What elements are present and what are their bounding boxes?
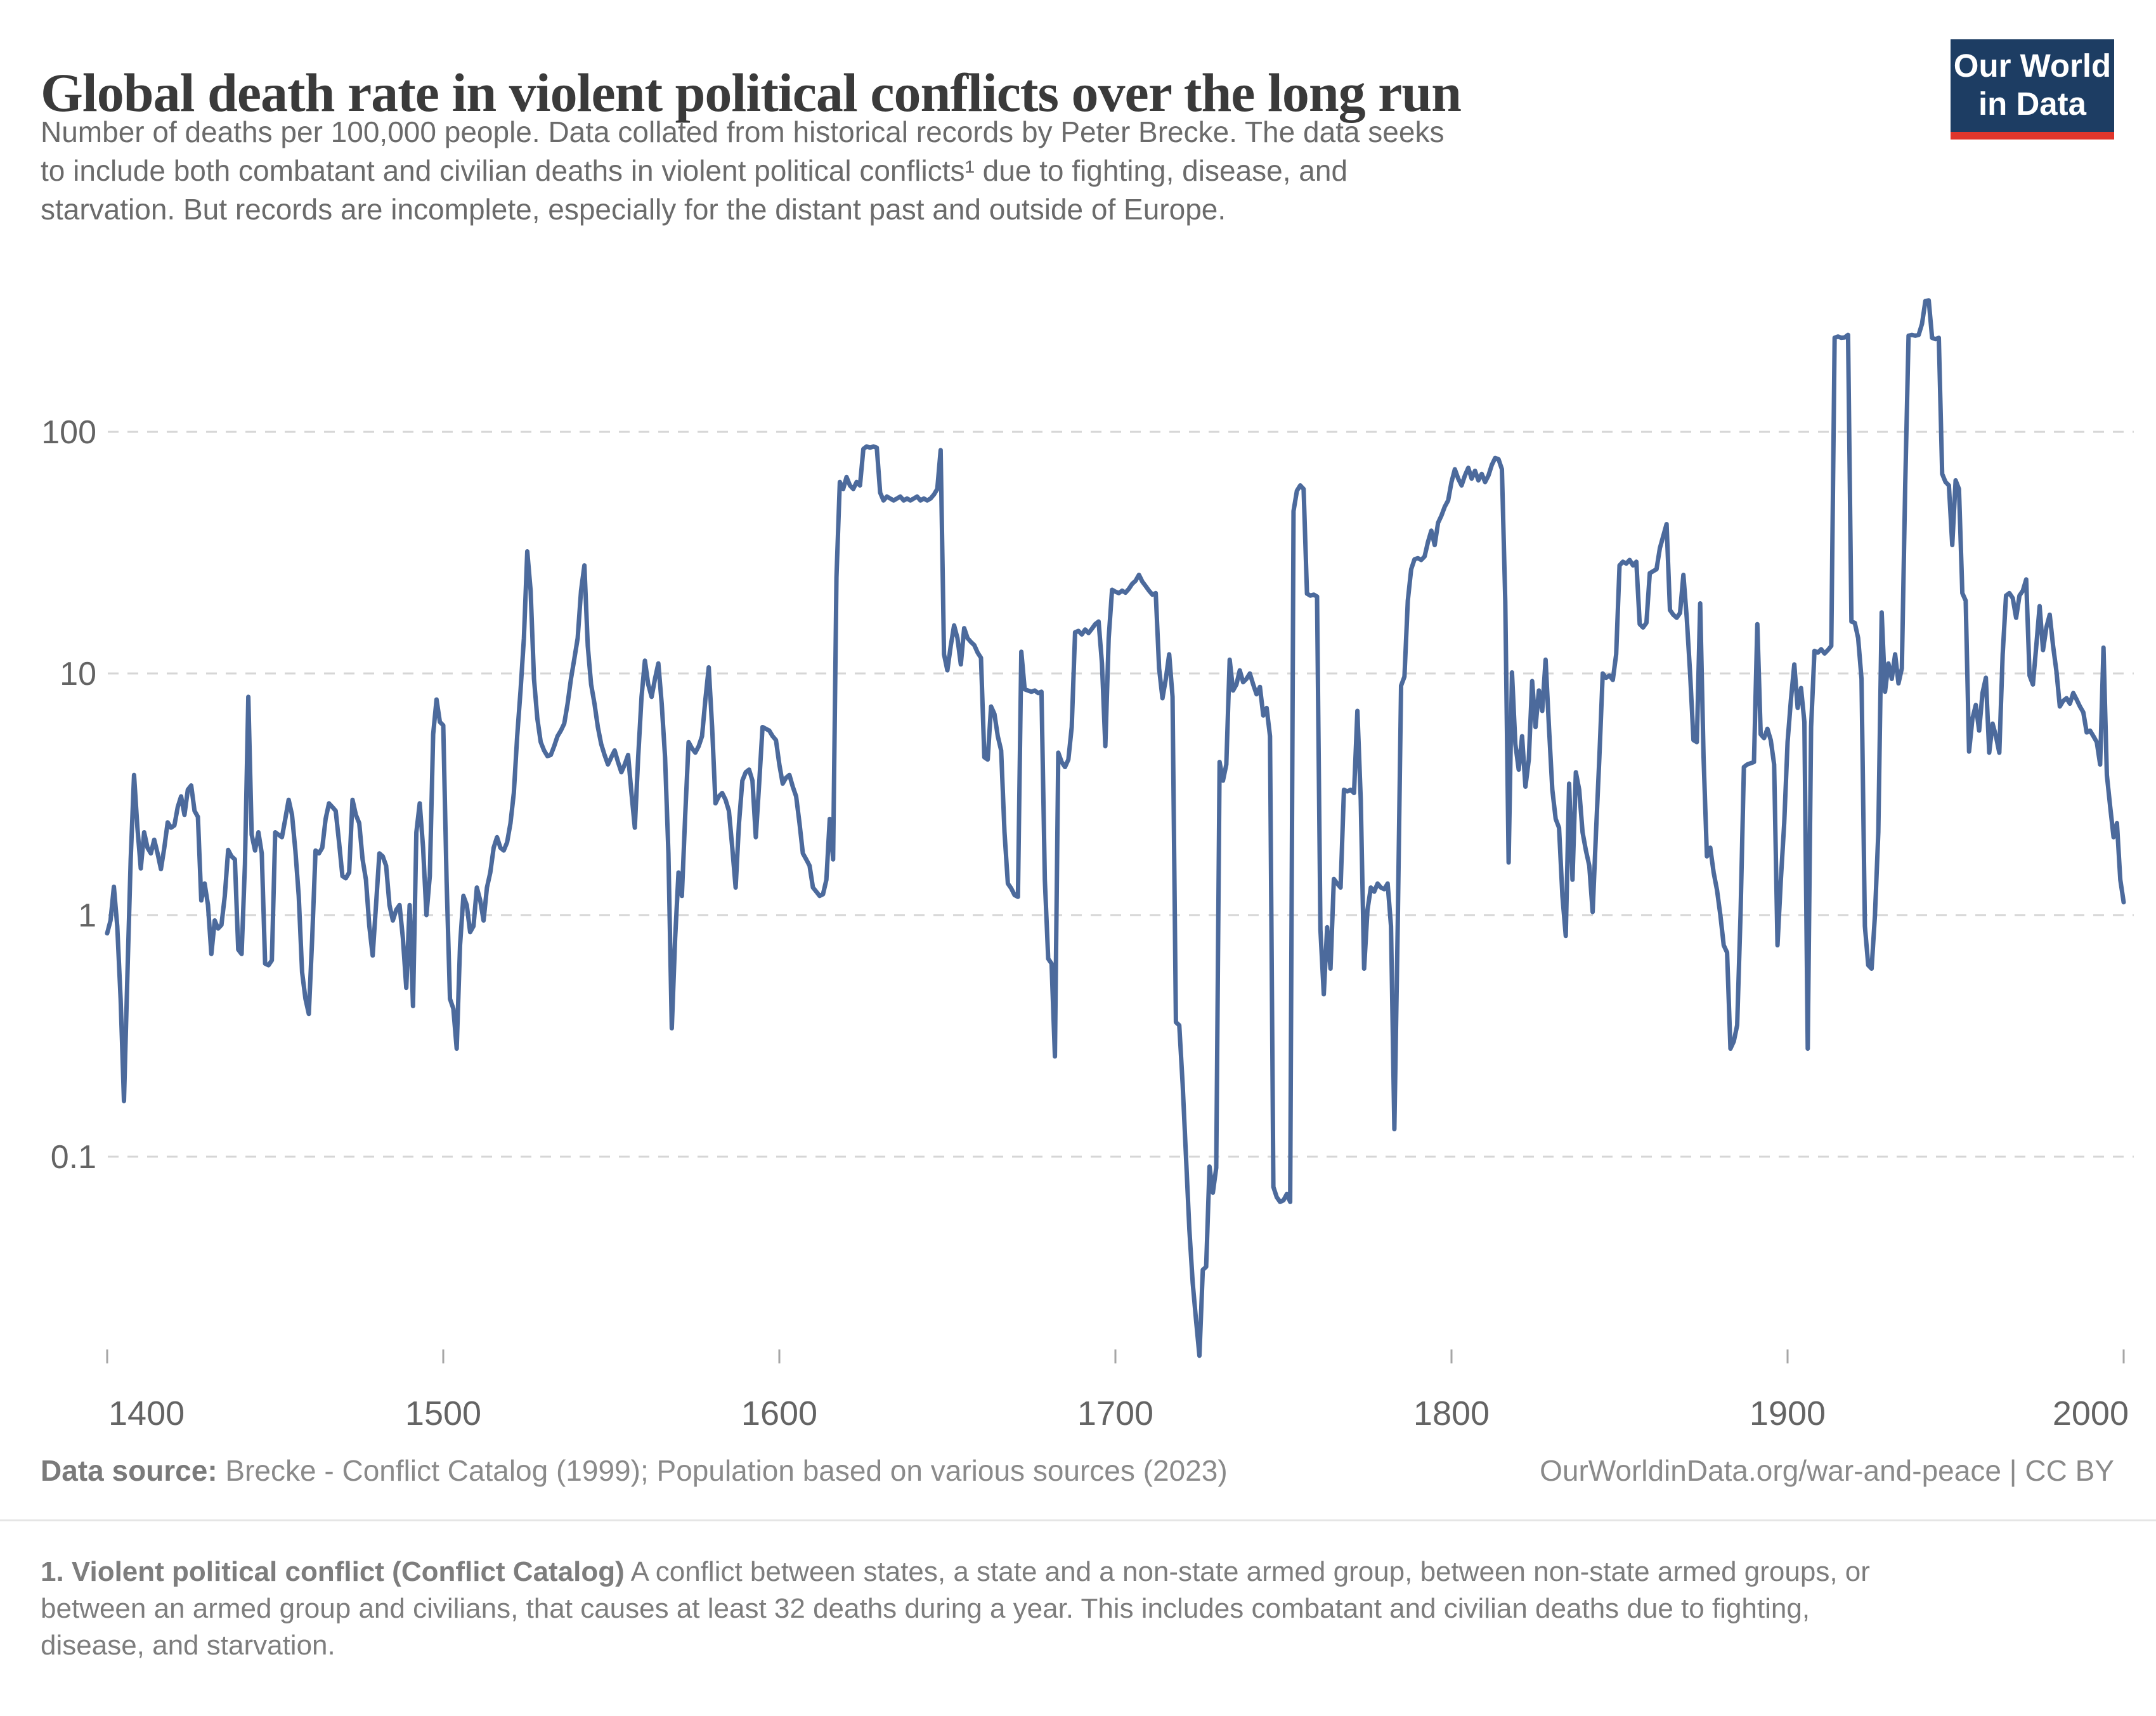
page-title: Global death rate in violent political c… bbox=[41, 62, 1462, 123]
footnote: 1. Violent political conflict (Conflict … bbox=[41, 1554, 2133, 1664]
y-axis-label-0.1: 0.1 bbox=[51, 1139, 96, 1176]
y-axis-label-100: 100 bbox=[41, 414, 96, 451]
footer-divider bbox=[0, 1519, 2156, 1521]
owid-logo-red-bar bbox=[1951, 132, 2114, 140]
owid-logo-text-line1: Our World bbox=[1953, 48, 2112, 84]
footnote-term: 1. Violent political conflict (Conflict … bbox=[41, 1556, 625, 1587]
subtitle-line: Number of deaths per 100,000 people. Dat… bbox=[41, 115, 1445, 148]
subtitle-line: to include both combatant and civilian d… bbox=[41, 154, 1348, 187]
x-axis-label-1400: 1400 bbox=[108, 1394, 185, 1433]
footnote-line: disease, and starvation. bbox=[41, 1630, 335, 1661]
data-source-note: Data source: Brecke - Conflict Catalog (… bbox=[41, 1453, 1228, 1488]
data-source-label: Data source: bbox=[41, 1454, 218, 1487]
x-axis-label-1900: 1900 bbox=[1750, 1394, 1826, 1433]
footnote-line: between an armed group and civilians, th… bbox=[41, 1593, 1810, 1624]
chart-subtitle: Number of deaths per 100,000 people. Dat… bbox=[41, 113, 1880, 229]
x-axis-label-1700: 1700 bbox=[1077, 1394, 1153, 1433]
footnote-line: 1. Violent political conflict (Conflict … bbox=[41, 1556, 1870, 1587]
subtitle-line: starvation. But records are incomplete, … bbox=[41, 193, 1226, 226]
source-link[interactable]: OurWorldinData.org/war-and-peace | CC BY bbox=[1540, 1454, 2114, 1487]
owid-logo-text-line2: in Data bbox=[1978, 86, 2087, 122]
data-source-text: Brecke - Conflict Catalog (1999); Popula… bbox=[217, 1454, 1228, 1487]
x-axis-label-2000: 2000 bbox=[2053, 1394, 2129, 1433]
x-axis-label-1500: 1500 bbox=[405, 1394, 481, 1433]
y-axis-label-1: 1 bbox=[78, 897, 96, 934]
x-axis-label-1600: 1600 bbox=[741, 1394, 817, 1433]
line-series bbox=[105, 298, 2126, 1358]
owid-logo: Our World in Data bbox=[1951, 39, 2114, 132]
y-axis-label-10: 10 bbox=[60, 656, 96, 692]
x-axis-label-1800: 1800 bbox=[1413, 1394, 1490, 1433]
